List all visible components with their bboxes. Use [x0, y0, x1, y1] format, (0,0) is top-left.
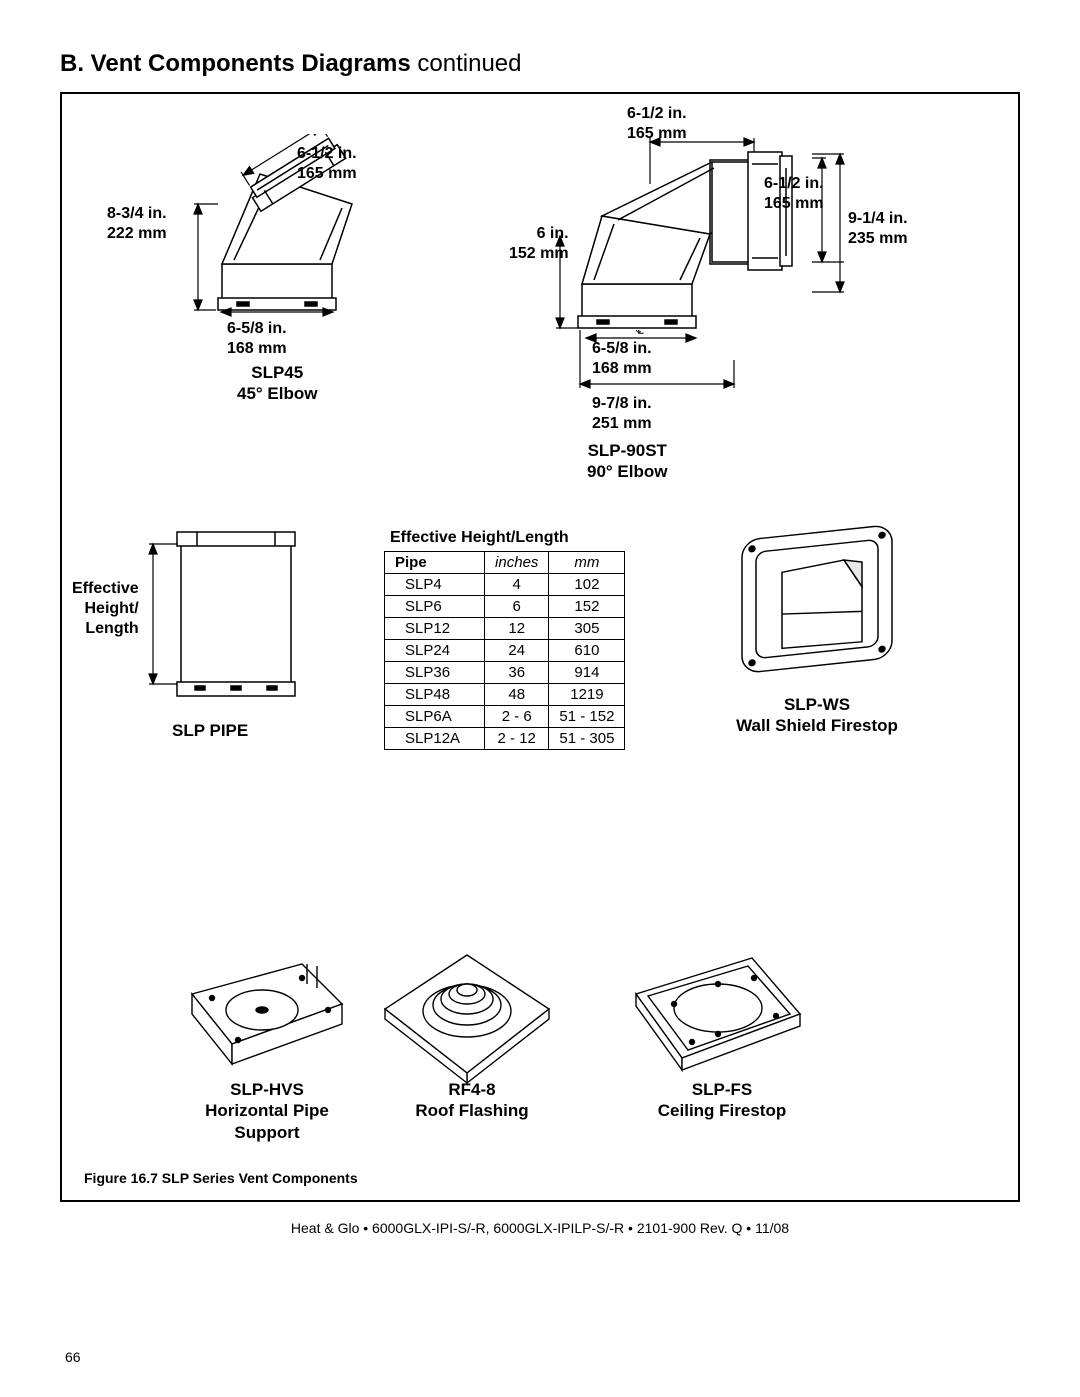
cell: 36: [485, 662, 549, 684]
slp45-dim-bottom: 6-5/8 in. 168 mm: [227, 319, 287, 359]
slp-hvs-svg: [182, 944, 352, 1084]
slp45-basedim-svg: [217, 304, 337, 320]
cell: 6: [485, 596, 549, 618]
pipe-table-wrap: Effective Height/Length Pipe inches mm S…: [384, 528, 625, 750]
slp-fs-name: SLP-FS Ceiling Firestop: [642, 1079, 802, 1122]
cell: SLP24: [385, 640, 485, 662]
cell: 2 - 12: [485, 728, 549, 750]
cell: SLP12: [385, 618, 485, 640]
table-row: SLP48481219: [385, 684, 625, 706]
slp-ws-diagram: [722, 514, 912, 699]
slp-ws-svg: [722, 514, 912, 694]
cell: 305: [549, 618, 625, 640]
slp90-dim-rightupper: 6-1/2 in. 165 mm: [764, 174, 824, 214]
cell: 51 - 305: [549, 728, 625, 750]
col-mm: mm: [549, 552, 625, 574]
slp-hvs-name: SLP-HVS Horizontal Pipe Support: [192, 1079, 342, 1143]
table-row: SLP66152: [385, 596, 625, 618]
cell: 12: [485, 618, 549, 640]
cell: SLP6: [385, 596, 485, 618]
slp-pipe-name: SLP PIPE: [172, 720, 248, 741]
cell: SLP12A: [385, 728, 485, 750]
table-row: SLP1212305: [385, 618, 625, 640]
figure-caption: Figure 16.7 SLP Series Vent Components: [84, 1170, 358, 1186]
cell: 51 - 152: [549, 706, 625, 728]
table-row: SLP12A2 - 1251 - 305: [385, 728, 625, 750]
cell: 152: [549, 596, 625, 618]
rf48-svg: [377, 939, 557, 1089]
slp90-dim-base2: 9-7/8 in. 251 mm: [592, 394, 652, 434]
cell: 1219: [549, 684, 625, 706]
cell: SLP36: [385, 662, 485, 684]
rf48-diagram: [377, 939, 557, 1094]
slp90-dim-right: 9-1/4 in. 235 mm: [848, 209, 908, 249]
slp90-dim-top: 6-1/2 in. 165 mm: [627, 104, 687, 144]
table-row: SLP3636914: [385, 662, 625, 684]
col-pipe: Pipe: [385, 552, 485, 574]
cell: SLP6A: [385, 706, 485, 728]
slp-pipe-dim: Effective Height/ Length: [72, 579, 139, 639]
footer-text: Heat & Glo • 6000GLX-IPI-S/-R, 6000GLX-I…: [60, 1220, 1020, 1236]
section-title: B. Vent Components Diagrams continued: [60, 50, 1020, 78]
slp90-dim-left: 6 in. 152 mm: [509, 224, 569, 264]
table-row: SLP6A2 - 651 - 152: [385, 706, 625, 728]
slp90-rightdims-svg: [812, 134, 852, 324]
diagram-frame: 6-1/2 in. 165 mm 8-3/4 in. 222 mm 6-5/8 …: [60, 92, 1020, 1202]
rf48-name: RF4-8 Roof Flashing: [402, 1079, 542, 1122]
slp-fs-diagram: [622, 944, 812, 1089]
slp45-name: SLP45 45° Elbow: [237, 362, 317, 405]
table-title: Effective Height/Length: [390, 528, 625, 548]
slp-pipe-diagram: [137, 524, 307, 719]
slp-hvs-diagram: [182, 944, 352, 1089]
slp-ws-name: SLP-WS Wall Shield Firestop: [692, 694, 942, 737]
cell: 2 - 6: [485, 706, 549, 728]
cell: 610: [549, 640, 625, 662]
cell: SLP4: [385, 574, 485, 596]
cell: 4: [485, 574, 549, 596]
table-row: SLP44102: [385, 574, 625, 596]
cell: 24: [485, 640, 549, 662]
slp45-dim-left: 8-3/4 in. 222 mm: [107, 204, 167, 244]
svg-text:℄: ℄: [635, 330, 644, 337]
table-row: SLP2424610: [385, 640, 625, 662]
section-title-continued: continued: [411, 50, 522, 77]
slp45-dim-top: 6-1/2 in. 165 mm: [297, 144, 357, 184]
cell: SLP48: [385, 684, 485, 706]
slp-fs-svg: [622, 944, 812, 1084]
section-title-text: B. Vent Components Diagrams: [60, 50, 411, 77]
slp90-svg: [542, 124, 802, 344]
cell: 914: [549, 662, 625, 684]
pipe-table: Pipe inches mm SLP44102 SLP66152 SLP1212…: [384, 551, 625, 750]
slp90-name: SLP-90ST 90° Elbow: [587, 440, 667, 483]
slp90-basedims-svg: ℄: [574, 330, 744, 390]
cell: 48: [485, 684, 549, 706]
col-inches: inches: [485, 552, 549, 574]
slp-pipe-svg: [137, 524, 307, 714]
page-number: 66: [65, 1349, 81, 1365]
slp90-diagram: [542, 124, 802, 349]
cell: 102: [549, 574, 625, 596]
